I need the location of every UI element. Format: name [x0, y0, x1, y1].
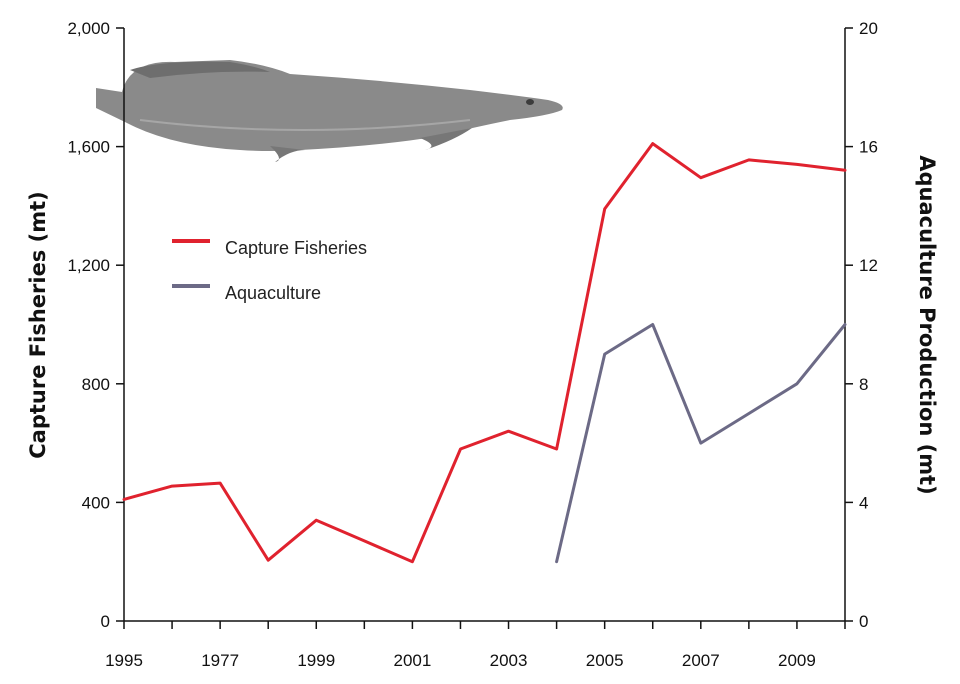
right-tick-label: 16	[859, 138, 878, 157]
right-tick-label: 0	[859, 612, 868, 631]
series-line-capture-fisheries	[122, 142, 847, 564]
left-tick-label: 0	[101, 612, 110, 631]
series-layer	[122, 142, 847, 564]
x-tick-label: 2007	[682, 651, 720, 670]
right-tick-label: 20	[859, 19, 878, 38]
right-axis-title: Aquaculture Production (mt)	[915, 155, 939, 495]
left-tick-label: 1,200	[67, 256, 110, 275]
x-tick-label: 1995	[105, 651, 143, 670]
x-tick-label: 2005	[586, 651, 624, 670]
legend-label-capture-fisheries: Capture Fisheries	[225, 238, 367, 258]
series-line-aquaculture	[555, 323, 847, 564]
right-tick-label: 12	[859, 256, 878, 275]
x-tick-label: 1977	[201, 651, 239, 670]
left-axis-title: Capture Fisheries (mt)	[26, 191, 50, 458]
fish-illustration	[96, 60, 563, 162]
left-axis-ticks: 0 400 800 1,200 1,600 2,000	[67, 19, 124, 631]
left-tick-label: 1,600	[67, 138, 110, 157]
left-tick-label: 400	[82, 493, 110, 512]
x-tick-label: 1999	[297, 651, 335, 670]
x-tick-label: 2009	[778, 651, 816, 670]
x-tick-label: 2003	[490, 651, 528, 670]
legend-label-aquaculture: Aquaculture	[225, 283, 321, 303]
left-tick-label: 800	[82, 375, 110, 394]
legend: Capture Fisheries Aquaculture	[172, 238, 367, 303]
right-axis-ticks: 0 4 8 12 16 20	[845, 19, 878, 631]
left-tick-label: 2,000	[67, 19, 110, 38]
right-tick-label: 8	[859, 375, 868, 394]
x-axis-ticks: 1995 1977 1999 2001 2003 2005 2007 2009	[105, 621, 846, 670]
right-tick-label: 4	[859, 493, 868, 512]
x-tick-label: 2001	[393, 651, 431, 670]
